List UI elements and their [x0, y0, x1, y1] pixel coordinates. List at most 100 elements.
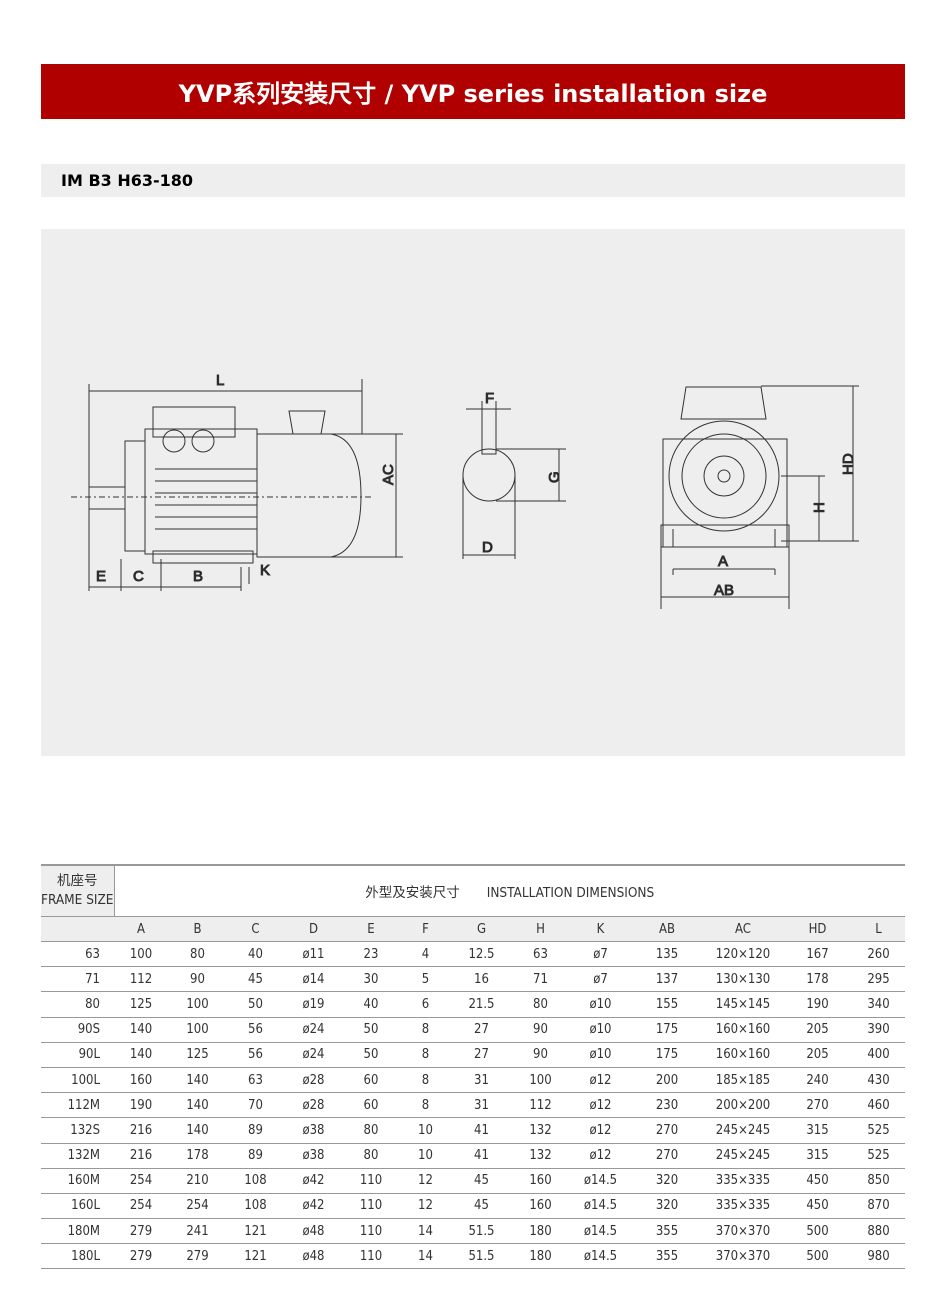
dimension-cell: 45 [452, 1168, 511, 1194]
dimension-cell: 40 [343, 991, 399, 1018]
dimension-cell: 31 [452, 1067, 511, 1094]
dimension-cell: 125 [114, 991, 168, 1018]
dimension-cell: 160×160 [703, 1017, 783, 1043]
dimension-cell: 12.5 [452, 941, 511, 968]
frame-size-header-cn: 机座号 [57, 873, 98, 889]
dimension-cell: 132 [511, 1117, 570, 1144]
page-title: YVP系列安装尺寸 / YVP series installation size [178, 80, 768, 108]
dimension-cell: 80 [343, 1117, 399, 1144]
frame-size-cell: 90S [41, 1017, 114, 1043]
dimension-cell: 140 [114, 1017, 168, 1043]
table-row: 132S 216 140 89 ø38 80 10 41 132 ø12 270 245×245 315… [41, 1117, 905, 1144]
dimension-cell: 56 [227, 1017, 284, 1043]
dimension-cell: 241 [168, 1218, 227, 1245]
dimension-cell: 108 [227, 1193, 284, 1220]
dimension-cell: ø12 [570, 1143, 631, 1169]
dimension-cell: 80 [168, 941, 227, 968]
dimension-cell: 40 [227, 941, 284, 968]
dimension-cell: 41 [452, 1117, 511, 1144]
frame-size-cell: 100L [41, 1067, 114, 1094]
dimension-cell: 112 [511, 1092, 570, 1119]
table-row: 160M 254 210 108 ø42 110 12 45 160 ø14.5 320 335×33… [41, 1168, 905, 1194]
dimension-cell: 63 [227, 1067, 284, 1094]
label-AB: AB [714, 582, 734, 599]
label-HD: HD [840, 453, 857, 475]
dimension-cell: 8 [399, 1092, 452, 1119]
dimension-cell: ø14 [284, 966, 343, 993]
dimension-cell: 14 [399, 1218, 452, 1245]
dimension-cell: 50 [227, 991, 284, 1018]
dimension-cell: 870 [852, 1193, 905, 1220]
dimension-cell: 216 [114, 1143, 168, 1169]
dimension-cell: 27 [452, 1017, 511, 1043]
column-header: H [511, 916, 570, 942]
dimension-cell: 71 [511, 966, 570, 993]
dimension-cell: ø38 [284, 1143, 343, 1169]
table-row: 63 100 80 40 ø11 23 4 12.5 63 ø7 135 120×120 167 260 [41, 941, 905, 968]
label-AC: AC [380, 464, 397, 485]
dimension-cell: 100 [114, 941, 168, 968]
dimension-cell: 6 [399, 991, 452, 1018]
dimension-cell: 120×120 [703, 941, 783, 968]
table-row: 180L 279 279 121 ø48 110 14 51.5 180 ø14.5 355 370×… [41, 1243, 905, 1270]
dimension-cell: 400 [852, 1042, 905, 1068]
dimension-cell: 160 [511, 1193, 570, 1220]
dimension-cell: 980 [852, 1243, 905, 1270]
dimension-cell: 240 [783, 1067, 852, 1094]
dimension-cell: 16 [452, 966, 511, 993]
frame-size-cell: 180L [41, 1243, 114, 1270]
dimension-cell: 12 [399, 1168, 452, 1194]
side-view [71, 379, 403, 591]
dimension-cell: 500 [783, 1243, 852, 1270]
dimension-cell: 167 [783, 941, 852, 968]
dimension-cell: ø38 [284, 1117, 343, 1144]
dimension-cell: 89 [227, 1117, 284, 1144]
column-header: G [452, 916, 511, 942]
dimension-cell: 27 [452, 1042, 511, 1068]
dimension-cell: ø24 [284, 1017, 343, 1043]
dimension-cell: 63 [511, 941, 570, 968]
dimension-cell: 5 [399, 966, 452, 993]
dimension-cell: 450 [783, 1193, 852, 1220]
dimension-cell: 56 [227, 1042, 284, 1068]
label-C: C [133, 568, 144, 585]
dimension-cell: 45 [452, 1193, 511, 1220]
dimension-cell: 21.5 [452, 991, 511, 1018]
dimension-cell: ø28 [284, 1092, 343, 1119]
installation-dimensions-table: 机座号 FRAME SIZE 外型及安装尺寸 INSTALLATION DIMEN… [41, 864, 905, 1270]
mounting-subtitle: IM B3 H63-180 [61, 171, 194, 190]
dimension-cell: 335×335 [703, 1193, 783, 1220]
table-row: 132M 216 178 89 ø38 80 10 41 132 ø12 270 245×245 315… [41, 1143, 905, 1169]
dimension-cell: 500 [783, 1218, 852, 1245]
frame-size-header: 机座号 FRAME SIZE [41, 864, 115, 917]
dimension-cell: 14 [399, 1243, 452, 1270]
dimension-cell: ø12 [570, 1092, 631, 1119]
dimension-cell: 145×145 [703, 991, 783, 1018]
dimension-cell: 279 [114, 1218, 168, 1245]
label-D: D [482, 539, 493, 556]
dimension-cell: 315 [783, 1143, 852, 1169]
dimension-cell: 295 [852, 966, 905, 993]
dimension-cell: 50 [343, 1042, 399, 1068]
dimension-cell: 230 [631, 1092, 703, 1119]
dimension-cell: ø14.5 [570, 1243, 631, 1270]
dimension-cell: 135 [631, 941, 703, 968]
frame-size-cell: 112M [41, 1092, 114, 1119]
dimension-cell: 45 [227, 966, 284, 993]
dimension-cell: 254 [114, 1193, 168, 1220]
dimension-cell: 205 [783, 1017, 852, 1043]
dimension-cell: 175 [631, 1042, 703, 1068]
table-row: 180M 279 241 121 ø48 110 14 51.5 180 ø14.5 355 370×… [41, 1218, 905, 1245]
dimension-cell: ø42 [284, 1168, 343, 1194]
dimension-cell: ø12 [570, 1067, 631, 1094]
dimension-cell: 90 [511, 1042, 570, 1068]
dimension-cell: 430 [852, 1067, 905, 1094]
dimension-cell: 100 [168, 991, 227, 1018]
dimension-cell: 270 [783, 1092, 852, 1119]
dimension-cell: 121 [227, 1218, 284, 1245]
dimension-cell: 245×245 [703, 1117, 783, 1144]
dimension-cell: ø14.5 [570, 1193, 631, 1220]
dimension-cell: 140 [114, 1042, 168, 1068]
table-row: 90S 140 100 56 ø24 50 8 27 90 ø10 175 160×160 205 390 [41, 1017, 905, 1043]
